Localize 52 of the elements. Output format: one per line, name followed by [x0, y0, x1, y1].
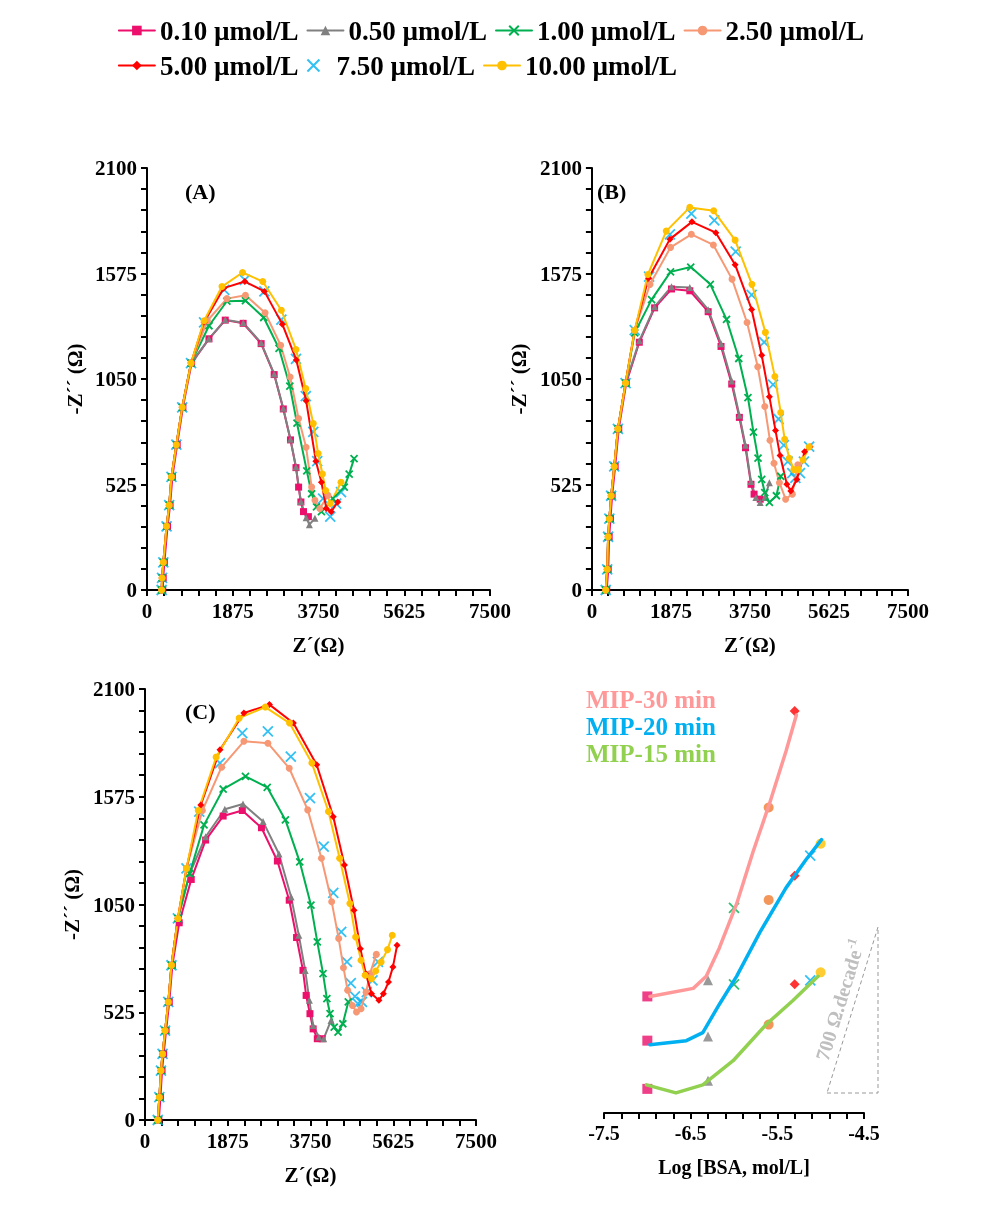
x-tick-label: 0: [141, 598, 153, 623]
x-tick-label: 7500: [455, 1128, 497, 1153]
text: MIP-20 min: [586, 713, 716, 740]
legend-label: 5.00 µmol/L: [159, 50, 299, 81]
annotation: (B): [597, 178, 627, 204]
x-axis-title: Log [BSA, mol/L]: [658, 1156, 810, 1179]
y-tick-label: 525: [103, 1000, 135, 1025]
x-axis-title: Z´(Ω): [292, 632, 345, 657]
x-tick-label: 5625: [807, 598, 850, 623]
x-tick-label: 7500: [887, 598, 929, 623]
y-tick-label: 1050: [95, 367, 137, 391]
y-tick-label: 2100: [539, 156, 582, 180]
y-tick-label: 525: [105, 472, 137, 497]
y-axis-title: -Z´´ (Ω): [62, 343, 87, 415]
annotation: (A): [185, 178, 216, 204]
x-tick-label: -4.5: [848, 1122, 880, 1144]
legend-label: 7.50 µmol/L: [336, 50, 475, 81]
legend-label: 2.50 µmol/L: [725, 15, 865, 46]
text: MIP-30 min: [586, 686, 716, 713]
y-tick-label: 525: [550, 472, 582, 497]
x-tick-label: 5625: [372, 1128, 415, 1153]
x-tick-label: 1875: [649, 598, 692, 623]
x-tick-label: -5.5: [761, 1122, 794, 1144]
y-tick-label: 0: [571, 578, 582, 602]
legend-label: 0.10 µmol/L: [159, 15, 299, 46]
y-tick-label: 1575: [539, 261, 582, 286]
x-tick-label: -7.5: [588, 1122, 620, 1144]
y-tick-label: 1050: [539, 367, 582, 391]
annotation: (C): [185, 698, 216, 724]
legend-label: 10.00 µmol/L: [525, 50, 678, 81]
text: MIP-15 min: [586, 740, 716, 767]
x-tick-label: 3750: [728, 598, 771, 623]
y-axis-title: -Z´´ (Ω): [506, 343, 531, 415]
x-tick-label: 3750: [289, 1128, 332, 1153]
x-tick-label: 0: [586, 598, 598, 623]
y-tick-label: 1575: [93, 784, 135, 809]
x-tick-label: 1875: [206, 1128, 249, 1153]
legend-label: 1.00 µmol/L: [537, 15, 676, 46]
x-tick-label: 1875: [211, 598, 254, 623]
x-axis-title: Z´(Ω): [284, 1162, 337, 1187]
x-tick-label: 7500: [469, 598, 511, 623]
y-axis-title: -Z´´ (Ω): [59, 868, 84, 941]
y-tick-label: 2100: [95, 156, 137, 180]
y-tick-label: 1050: [93, 892, 135, 917]
legend-label: 0.50 µmol/L: [348, 15, 487, 46]
x-tick-label: 3750: [297, 598, 340, 623]
x-tick-label: 5625: [383, 598, 426, 623]
y-tick-label: 2100: [93, 677, 135, 701]
y-tick-label: 0: [126, 578, 137, 602]
x-tick-label: -6.5: [674, 1122, 707, 1144]
x-axis-title: Z´(Ω): [724, 632, 776, 657]
y-tick-label: 1575: [95, 261, 137, 286]
